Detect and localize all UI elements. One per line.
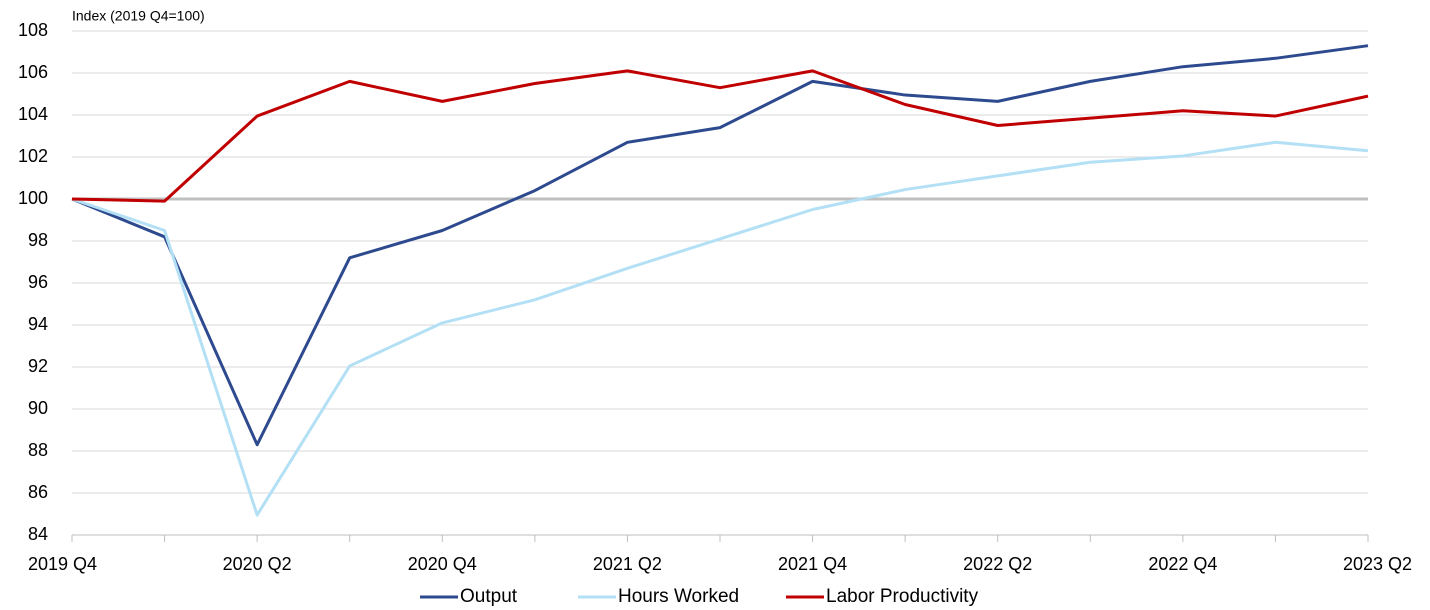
series-line — [71, 140, 1369, 517]
y-tick-label: 98 — [28, 230, 48, 250]
y-tick-label: 96 — [28, 272, 48, 292]
y-tick-label: 108 — [18, 20, 48, 40]
x-tick-label: 2021 Q4 — [778, 554, 847, 574]
y-tick-label: 90 — [28, 398, 48, 418]
x-tick-label: 2023 Q2 — [1343, 554, 1412, 574]
y-tick-label: 100 — [18, 188, 48, 208]
y-tick-label: 92 — [28, 356, 48, 376]
x-tick-label: 2020 Q2 — [223, 554, 292, 574]
y-tick-label: 106 — [18, 62, 48, 82]
y-tick-label: 86 — [28, 482, 48, 502]
x-tick-label: 2022 Q2 — [963, 554, 1032, 574]
legend-label: Hours Worked — [618, 586, 739, 607]
series-line — [71, 44, 1369, 447]
x-tick-label: 2020 Q4 — [408, 554, 477, 574]
y-axis-label: Index (2019 Q4=100) — [72, 8, 205, 24]
y-tick-label: 94 — [28, 314, 48, 334]
y-tick-label: 88 — [28, 440, 48, 460]
y-tick-label: 104 — [18, 104, 48, 124]
legend-label: Output — [460, 586, 518, 607]
x-tick-label: 2021 Q2 — [593, 554, 662, 574]
y-tick-label: 84 — [28, 524, 48, 544]
legend-label: Labor Productivity — [826, 586, 979, 607]
y-tick-label: 102 — [18, 146, 48, 166]
x-tick-label: 2019 Q4 — [28, 554, 97, 574]
x-tick-label: 2022 Q4 — [1148, 554, 1217, 574]
series-line — [71, 69, 1369, 203]
